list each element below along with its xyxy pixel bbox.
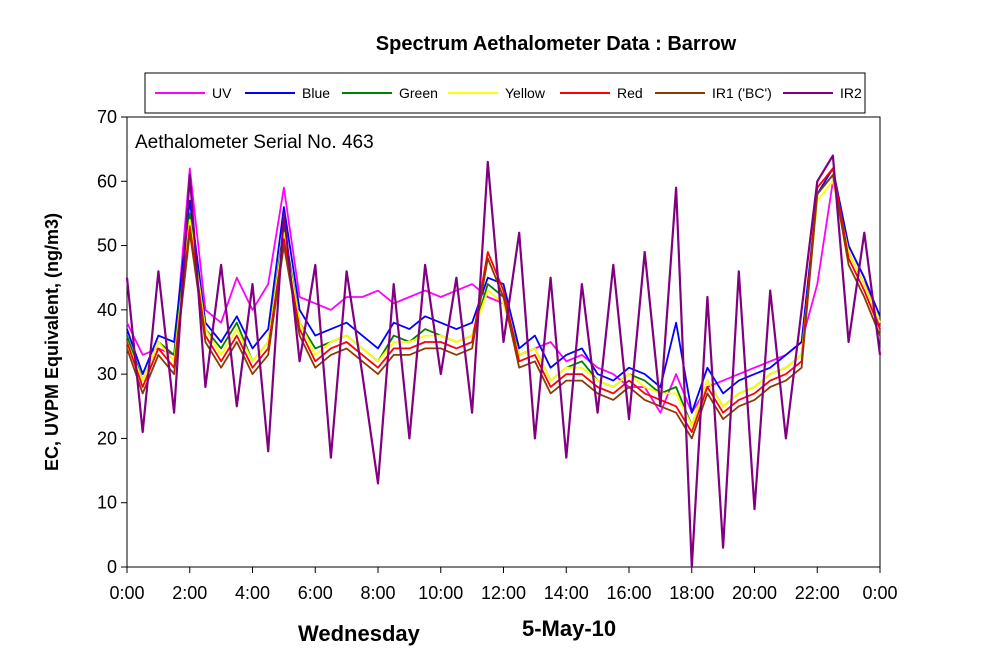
- x-tick-label: 6:00: [298, 583, 333, 603]
- series-line-yellow: [126, 180, 881, 427]
- x-tick-label: 4:00: [235, 583, 270, 603]
- y-tick-label: 40: [97, 300, 117, 320]
- legend-label-blue: Blue: [302, 85, 330, 101]
- x-tick-label: 8:00: [360, 583, 395, 603]
- x-tick-label: 0:00: [862, 583, 897, 603]
- y-axis: 0 10 20 30 40 50 60 70: [97, 107, 127, 577]
- x-tick-label: 18:00: [669, 583, 714, 603]
- legend-label-yellow: Yellow: [505, 85, 546, 101]
- y-tick-label: 0: [107, 557, 117, 577]
- x-tick-label: 12:00: [481, 583, 526, 603]
- series-lines: [125, 154, 882, 569]
- legend-label-ir1-bc: IR1 ('BC'): [712, 85, 772, 101]
- series-line-blue: [126, 167, 881, 414]
- chart-title: Spectrum Aethalometer Data : Barrow: [376, 33, 737, 55]
- legend-label-red: Red: [617, 85, 643, 101]
- x-tick-label: 20:00: [732, 583, 777, 603]
- y-tick-label: 10: [97, 493, 117, 513]
- x-tick-label: 14:00: [544, 583, 589, 603]
- chart-annotation: Aethalometer Serial No. 463: [135, 132, 374, 153]
- x-tick-label: 2:00: [172, 583, 207, 603]
- series-line-red: [126, 167, 881, 433]
- date-label: 5-May-10: [522, 616, 616, 641]
- y-tick-label: 60: [97, 171, 117, 191]
- series-line-ir1-bc: [126, 173, 881, 440]
- legend-label-ir2: IR2: [840, 85, 862, 101]
- series-line-ir2: [125, 154, 882, 569]
- legend-label-uv: UV: [212, 85, 232, 101]
- y-tick-label: 30: [97, 364, 117, 384]
- x-tick-label: 16:00: [606, 583, 651, 603]
- x-tick-label: 0:00: [109, 583, 144, 603]
- y-tick-label: 20: [97, 428, 117, 448]
- legend-label-green: Green: [399, 85, 438, 101]
- y-tick-label: 50: [97, 236, 117, 256]
- legend: UV Blue Green Yellow Red IR1 ('BC') IR2: [144, 72, 866, 114]
- y-axis-label: EC, UVPM Equivalent, (ng/m3): [42, 213, 62, 471]
- x-tick-label: 22:00: [795, 583, 840, 603]
- x-axis: 0:00 2:00 4:00 6:00 8:00 10:00 12:00 14:00 16:00…: [109, 567, 898, 603]
- day-label: Wednesday: [298, 621, 421, 646]
- x-tick-label: 10:00: [418, 583, 463, 603]
- y-tick-label: 70: [97, 107, 117, 127]
